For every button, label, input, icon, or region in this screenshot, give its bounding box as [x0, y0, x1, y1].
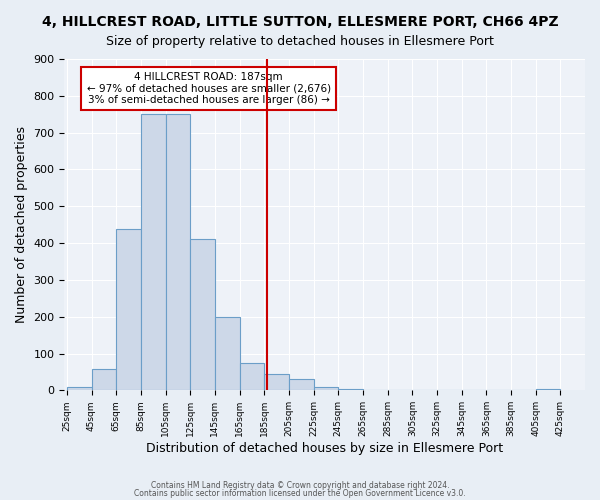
Text: 4 HILLCREST ROAD: 187sqm
← 97% of detached houses are smaller (2,676)
3% of semi: 4 HILLCREST ROAD: 187sqm ← 97% of detach…	[86, 72, 331, 105]
Bar	[314, 386, 338, 390]
Text: Contains public sector information licensed under the Open Government Licence v3: Contains public sector information licen…	[134, 488, 466, 498]
Bar	[264, 374, 289, 390]
Text: Contains HM Land Registry data © Crown copyright and database right 2024.: Contains HM Land Registry data © Crown c…	[151, 481, 449, 490]
Y-axis label: Number of detached properties: Number of detached properties	[15, 126, 28, 323]
Bar	[92, 370, 116, 390]
Bar	[67, 386, 92, 390]
Bar	[141, 114, 166, 390]
Text: 4, HILLCREST ROAD, LITTLE SUTTON, ELLESMERE PORT, CH66 4PZ: 4, HILLCREST ROAD, LITTLE SUTTON, ELLESM…	[41, 15, 559, 29]
Bar	[289, 380, 314, 390]
Bar	[166, 114, 190, 390]
Bar	[239, 362, 264, 390]
Bar	[215, 316, 239, 390]
Bar	[338, 388, 363, 390]
Bar	[190, 240, 215, 390]
Bar	[536, 388, 560, 390]
Text: Size of property relative to detached houses in Ellesmere Port: Size of property relative to detached ho…	[106, 35, 494, 48]
X-axis label: Distribution of detached houses by size in Ellesmere Port: Distribution of detached houses by size …	[146, 442, 503, 455]
Bar	[116, 230, 141, 390]
